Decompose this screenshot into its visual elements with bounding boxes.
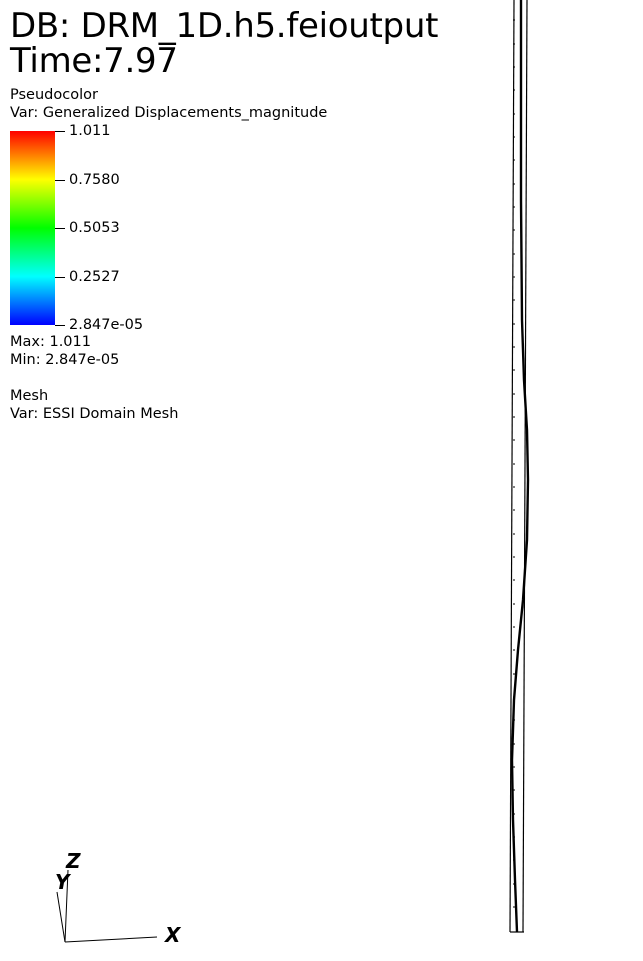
legend-tick (55, 131, 65, 132)
time-label: Time:7.97 (10, 41, 178, 81)
min-value-label: Min: 2.847e-05 (10, 352, 120, 368)
legend-tick (55, 228, 65, 229)
pseudocolor-plot-name: Pseudocolor (10, 87, 98, 103)
color-legend-bar (10, 131, 55, 325)
deformed-shape-line (510, 0, 530, 933)
legend-tick-label-min: 2.847e-05 (69, 317, 144, 333)
z-axis-label: Z (66, 849, 81, 873)
max-value-label: Max: 1.011 (10, 334, 91, 350)
mesh-plot-name: Mesh (10, 388, 49, 404)
database-title: DB: DRM_1D.h5.feioutput (10, 6, 439, 46)
pseudocolor-variable: Var: Generalized Displacements_magnitude (10, 105, 328, 121)
y-axis-label: Y (55, 870, 70, 894)
axis-triad (56, 869, 158, 943)
legend-tick-label: 0.5053 (69, 220, 120, 236)
legend-tick (55, 325, 65, 326)
legend-tick-label: 0.7580 (69, 172, 120, 188)
legend-tick (55, 180, 65, 181)
legend-tick (55, 277, 65, 278)
legend-tick-label: 0.2527 (69, 269, 120, 285)
mesh-variable: Var: ESSI Domain Mesh (10, 406, 179, 422)
legend-tick-label-max: 1.011 (69, 123, 111, 139)
mesh-column (509, 0, 530, 933)
x-axis-label: X (165, 923, 181, 947)
